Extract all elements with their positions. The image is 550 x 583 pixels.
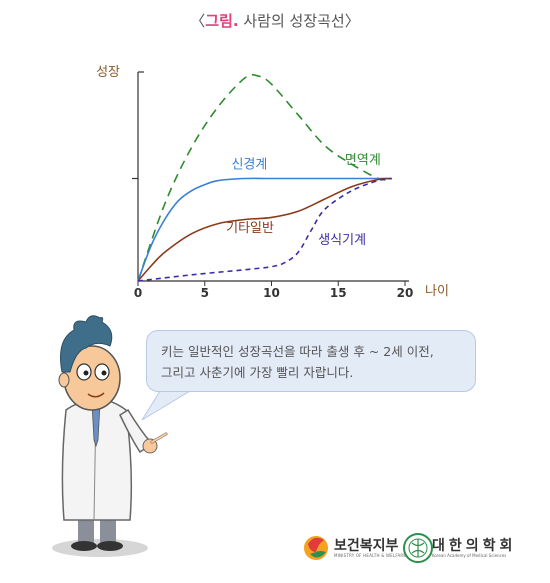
x-axis-label: 나이: [425, 284, 449, 299]
chart-axes: [132, 71, 409, 286]
series-label-1: 신경계: [231, 157, 267, 172]
ministry-logo-text: 보건복지부: [334, 538, 399, 554]
title-text: 사람의 성장곡선: [238, 12, 345, 30]
academy-seal-icon: [403, 533, 433, 563]
x-tick-label-4: 20: [397, 286, 414, 300]
series-label-2: 기타일반: [226, 221, 274, 236]
series-label-3: 생식기계: [318, 233, 366, 248]
speech-bubble: 키는 일반적인 성장곡선을 따라 출생 후 ~ 2세 이전, 그리고 사춘기에 …: [146, 330, 476, 392]
footer-logos: 보건복지부 MINISTRY OF HEALTH & WELFARE 대한의학회…: [300, 530, 530, 570]
title-open-bracket: 〈: [190, 12, 206, 30]
series-label-0: 면역계: [345, 153, 381, 168]
y-axis-label: 성장: [96, 65, 120, 80]
series-line-3: [137, 177, 392, 282]
chart-series: [137, 73, 392, 282]
series-line-2: [137, 177, 392, 282]
x-tick-label-0: 0: [134, 286, 142, 300]
series-line-1: [137, 177, 392, 282]
ministry-logo-subtitle: MINISTRY OF HEALTH & WELFARE: [334, 553, 407, 558]
title-accent: 그림.: [205, 12, 239, 30]
academy-logo-subtitle: Korean Academy of Medical Sciences: [432, 553, 507, 558]
x-tick-label-1: 5: [201, 286, 209, 300]
x-tick-label-3: 15: [330, 286, 347, 300]
ministry-logo-icon: [304, 536, 328, 560]
speech-line-2: 그리고 사춘기에 가장 빨리 자랍니다.: [161, 365, 354, 380]
series-line-0: [137, 73, 392, 282]
title-close-bracket: 〉: [344, 12, 360, 30]
figure-title: 〈그림. 사람의 성장곡선〉: [0, 10, 550, 31]
academy-logo-text: 대한의학회: [432, 538, 517, 554]
x-tick-label-2: 10: [263, 286, 280, 300]
speech-line-1: 키는 일반적인 성장곡선을 따라 출생 후 ~ 2세 이전,: [161, 344, 434, 359]
